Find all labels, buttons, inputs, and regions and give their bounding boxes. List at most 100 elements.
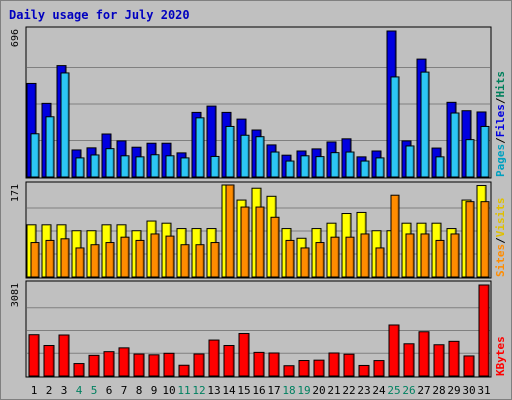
kbytes-bar-10 bbox=[163, 352, 175, 377]
kbytes-bar-9 bbox=[148, 354, 160, 377]
kbytes-bar-27 bbox=[418, 331, 430, 377]
files-bar-9 bbox=[150, 154, 160, 178]
sites-bar-17-shade bbox=[277, 218, 279, 277]
files-bar-22-shade bbox=[352, 153, 354, 177]
sites-bar-30-shade bbox=[472, 202, 474, 277]
sites-bar-6 bbox=[105, 242, 115, 278]
x-label-24: 24 bbox=[372, 384, 386, 397]
kbytes-bar-6 bbox=[103, 351, 115, 377]
files-bar-16 bbox=[255, 136, 265, 178]
x-label-26: 26 bbox=[402, 384, 415, 397]
kbytes-bar-11-shade bbox=[187, 366, 189, 376]
sites-bar-9 bbox=[150, 233, 160, 278]
kbytes-bar-31 bbox=[478, 284, 490, 377]
files-bar-11-shade bbox=[187, 158, 189, 177]
files-bar-22 bbox=[345, 151, 355, 178]
kbytes-bar-25-shade bbox=[397, 325, 399, 376]
kbytes-bar-9-shade bbox=[157, 355, 159, 376]
kbytes-bar-23-shade bbox=[367, 366, 369, 376]
kbytes-bar-13-shade bbox=[217, 341, 219, 376]
sites-bar-23-shade bbox=[367, 234, 369, 277]
max-label-hits: 696 bbox=[10, 29, 21, 47]
hits-bar-13-shade bbox=[214, 107, 216, 177]
x-label-2: 2 bbox=[46, 384, 53, 397]
kbytes-bar-20 bbox=[313, 359, 325, 377]
x-label-4: 4 bbox=[76, 384, 83, 397]
kbytes-bar-4-shade bbox=[82, 364, 84, 376]
svg-text:KBytes: KBytes bbox=[494, 336, 507, 376]
x-label-8: 8 bbox=[136, 384, 143, 397]
files-bar-17-shade bbox=[277, 153, 279, 177]
kbytes-bar-14 bbox=[223, 345, 235, 377]
kbytes-bar-5 bbox=[88, 354, 100, 377]
svg-text:Sites/Visits: Sites/Visits bbox=[494, 198, 507, 278]
legend-sep-2: / bbox=[494, 97, 507, 104]
files-bar-19-shade bbox=[307, 156, 309, 177]
files-bar-5-shade bbox=[97, 155, 99, 177]
x-label-6: 6 bbox=[106, 384, 113, 397]
kbytes-bar-16 bbox=[253, 351, 265, 377]
x-label-3: 3 bbox=[61, 384, 68, 397]
x-label-27: 27 bbox=[417, 384, 430, 397]
sites-bar-16-shade bbox=[262, 208, 264, 277]
files-bar-19 bbox=[300, 155, 310, 178]
files-bar-14 bbox=[225, 125, 235, 178]
x-label-10: 10 bbox=[162, 384, 175, 397]
files-bar-1-shade bbox=[37, 134, 39, 177]
sites-bar-2-shade bbox=[52, 241, 54, 277]
files-bar-13-shade bbox=[217, 157, 219, 177]
files-bar-21-shade bbox=[337, 153, 339, 177]
sites-bar-28 bbox=[435, 239, 445, 278]
sites-bar-5-shade bbox=[97, 245, 99, 277]
sites-bar-2 bbox=[45, 239, 55, 278]
chart-title: Daily usage for July 2020 bbox=[9, 8, 190, 22]
sites-bar-4-shade bbox=[82, 248, 84, 277]
kbytes-bar-8 bbox=[133, 353, 145, 377]
x-label-29: 29 bbox=[447, 384, 460, 397]
files-bar-20-shade bbox=[322, 157, 324, 177]
x-label-5: 5 bbox=[91, 384, 98, 397]
max-label-kbytes: 3081 bbox=[10, 283, 21, 307]
files-bar-16-shade bbox=[262, 137, 264, 177]
sites-bar-10-shade bbox=[172, 237, 174, 277]
sites-bar-19-shade bbox=[307, 248, 309, 277]
files-bar-9-shade bbox=[157, 155, 159, 177]
kbytes-bar-5-shade bbox=[97, 356, 99, 376]
files-bar-14-shade bbox=[232, 127, 234, 177]
kbytes-bar-22 bbox=[343, 353, 355, 377]
sites-bar-25-shade bbox=[397, 196, 399, 277]
files-bar-7-shade bbox=[127, 156, 129, 177]
x-tick-labels: 1 2 3 4 5 6 7 8 9 10 11 12 13 14 15 16 17 18 19 20 21 22 23 24 2… bbox=[31, 384, 491, 397]
files-bar-31-shade bbox=[487, 127, 489, 177]
kbytes-bar-30-shade bbox=[472, 356, 474, 376]
sites-bar-12-shade bbox=[202, 245, 204, 277]
kbytes-bar-30 bbox=[463, 355, 475, 377]
sites-bar-13 bbox=[210, 242, 220, 278]
x-label-7: 7 bbox=[121, 384, 128, 397]
sites-bar-24 bbox=[375, 247, 385, 278]
x-label-15: 15 bbox=[237, 384, 250, 397]
sites-bar-7 bbox=[120, 236, 130, 278]
max-label-visits: 171 bbox=[10, 184, 21, 202]
sites-bar-17 bbox=[270, 216, 280, 278]
files-bar-27-shade bbox=[427, 73, 429, 177]
sites-bar-24-shade bbox=[382, 248, 384, 277]
legend-pages: Pages bbox=[494, 144, 507, 177]
sites-bar-6-shade bbox=[112, 243, 114, 277]
x-label-9: 9 bbox=[151, 384, 158, 397]
legend-sep-1: / bbox=[494, 137, 507, 144]
files-bar-7 bbox=[120, 155, 130, 178]
sites-bar-18-shade bbox=[292, 241, 294, 277]
x-label-17: 17 bbox=[267, 384, 280, 397]
files-bar-28-shade bbox=[442, 157, 444, 177]
files-bar-21 bbox=[330, 152, 340, 178]
kbytes-bar-2 bbox=[43, 345, 55, 377]
files-bar-23 bbox=[360, 160, 370, 178]
files-bar-24-shade bbox=[382, 158, 384, 177]
kbytes-bar-26 bbox=[403, 343, 415, 377]
kbytes-bar-26-shade bbox=[412, 344, 414, 376]
files-bar-18 bbox=[285, 160, 295, 178]
kbytes-bar-21 bbox=[328, 352, 340, 377]
x-label-31: 31 bbox=[477, 384, 490, 397]
